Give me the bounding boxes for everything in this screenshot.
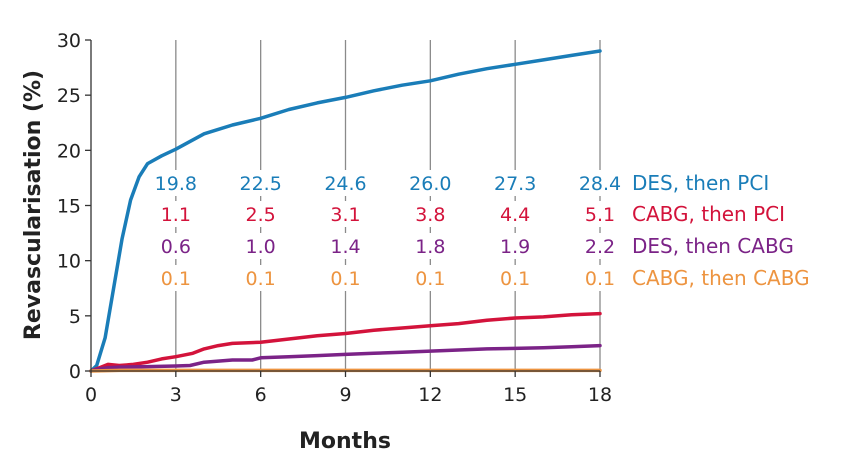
y-tick-label-20: 20 — [57, 140, 81, 162]
legend-entry-des-then-cabg: DES, then CABG — [632, 234, 794, 258]
x-tick-label-9: 9 — [339, 384, 351, 406]
data-label-des-then-cabg-month-6: 1.0 — [246, 236, 276, 258]
series-line-des-then-pci — [89, 49, 602, 373]
x-axis-title: Months — [299, 429, 391, 454]
data-label-des-then-cabg-month-3: 0.6 — [161, 236, 191, 258]
legend-entry-cabg-then-pci: CABG, then PCI — [632, 202, 785, 226]
data-label-des-then-cabg-month-9: 1.4 — [330, 236, 360, 258]
label-row-backing-cabg-then-cabg — [147, 265, 629, 291]
data-label-cabg-then-cabg-month-6: 0.1 — [246, 268, 276, 290]
data-label-des-then-pci-month-6: 22.5 — [240, 173, 282, 195]
data-label-cabg-then-pci-month-6: 2.5 — [246, 204, 276, 226]
data-label-des-then-cabg-month-15: 1.9 — [500, 236, 530, 258]
label-row-backing-des-then-pci — [147, 170, 629, 196]
data-label-cabg-then-pci-month-3: 1.1 — [161, 204, 191, 226]
x-tick-label-18: 18 — [588, 384, 612, 406]
data-label-cabg-then-pci-month-15: 4.4 — [500, 204, 530, 226]
x-tick-label-12: 12 — [418, 384, 442, 406]
y-tick-label-10: 10 — [57, 251, 81, 273]
legend-entry-cabg-then-cabg: CABG, then CABG — [632, 266, 810, 290]
series-line-cabg-then-pci — [89, 311, 602, 373]
x-tick-label-6: 6 — [255, 384, 267, 406]
axis-ticks: 0 5 10 15 20 25 30 0 3 6 9 12 15 18 — [57, 30, 612, 406]
x-tick-label-0: 0 — [85, 384, 97, 406]
data-label-des-then-pci-month-18: 28.4 — [579, 173, 621, 195]
label-row-backing-cabg-then-pci — [147, 201, 629, 227]
data-label-cabg-then-pci-month-18: 5.1 — [585, 204, 615, 226]
data-label-cabg-then-cabg-month-15: 0.1 — [500, 268, 530, 290]
x-tick-label-15: 15 — [503, 384, 527, 406]
data-label-cabg-then-cabg-month-18: 0.1 — [585, 268, 615, 290]
legend: DES, then PCI CABG, then PCI DES, then CAB… — [632, 171, 810, 290]
y-tick-label-25: 25 — [57, 85, 81, 107]
data-label-cabg-then-pci-month-12: 3.8 — [415, 204, 445, 226]
data-label-cabg-then-pci-month-9: 3.1 — [330, 204, 360, 226]
data-label-des-then-pci-month-15: 27.3 — [494, 173, 536, 195]
y-tick-label-5: 5 — [69, 306, 81, 328]
series-line-des-then-cabg — [89, 343, 602, 373]
data-label-des-then-pci-month-3: 19.8 — [155, 173, 197, 195]
data-label-des-then-cabg-month-18: 2.2 — [585, 236, 615, 258]
data-labels: 19.8 22.5 24.6 26.0 27.3 28.4 1.1 2.5 3.1 3.8 4.4 5… — [147, 170, 629, 291]
y-axis-title: Revascularisation (%) — [21, 70, 46, 340]
data-label-cabg-then-cabg-month-3: 0.1 — [161, 268, 191, 290]
data-label-cabg-then-cabg-month-12: 0.1 — [415, 268, 445, 290]
data-label-des-then-pci-month-9: 24.6 — [324, 173, 366, 195]
y-tick-label-30: 30 — [57, 30, 81, 52]
data-label-des-then-pci-month-12: 26.0 — [409, 173, 451, 195]
x-tick-label-3: 3 — [170, 384, 182, 406]
data-label-des-then-cabg-month-12: 1.8 — [415, 236, 445, 258]
y-tick-label-15: 15 — [57, 196, 81, 218]
y-tick-label-0: 0 — [69, 361, 81, 383]
label-row-backing-des-then-cabg — [147, 233, 629, 259]
legend-entry-des-then-pci: DES, then PCI — [632, 171, 769, 195]
data-label-cabg-then-cabg-month-9: 0.1 — [330, 268, 360, 290]
